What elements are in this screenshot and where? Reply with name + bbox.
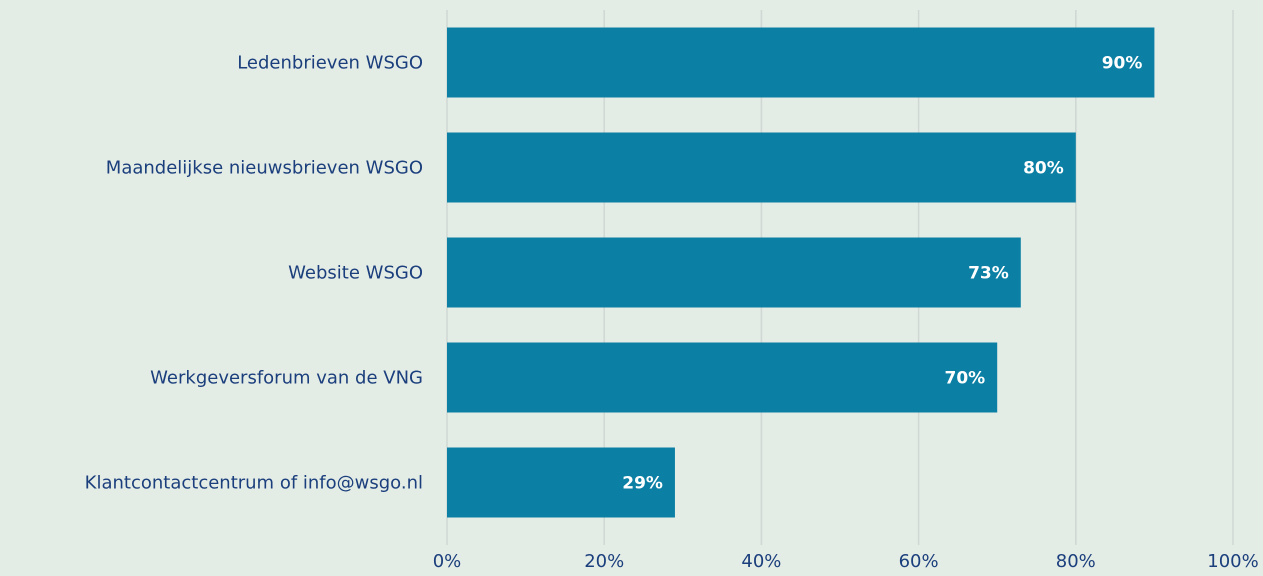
- category-label: Ledenbrieven WSGO: [237, 53, 423, 74]
- x-tick-label: 20%: [584, 551, 624, 572]
- category-label: Website WSGO: [288, 263, 423, 284]
- data-label: 70%: [944, 369, 985, 389]
- bar: [447, 132, 1076, 203]
- x-tick-label: 0%: [433, 551, 462, 572]
- category-label: Klantcontactcentrum of info@wsgo.nl: [85, 473, 423, 494]
- category-label: Maandelijkse nieuwsbrieven WSGO: [106, 158, 423, 179]
- bar: [447, 342, 998, 413]
- x-tick-label: 40%: [741, 551, 781, 572]
- x-tick-label: 80%: [1056, 551, 1096, 572]
- bar: [447, 27, 1155, 98]
- x-tick-label: 100%: [1207, 551, 1258, 572]
- data-label: 80%: [1023, 159, 1064, 179]
- data-label: 90%: [1102, 54, 1143, 74]
- data-label: 73%: [968, 264, 1009, 284]
- category-label: Werkgeversforum van de VNG: [150, 368, 423, 389]
- bar: [447, 447, 675, 518]
- data-label: 29%: [622, 474, 663, 494]
- x-tick-label: 60%: [899, 551, 939, 572]
- bar: [447, 237, 1021, 308]
